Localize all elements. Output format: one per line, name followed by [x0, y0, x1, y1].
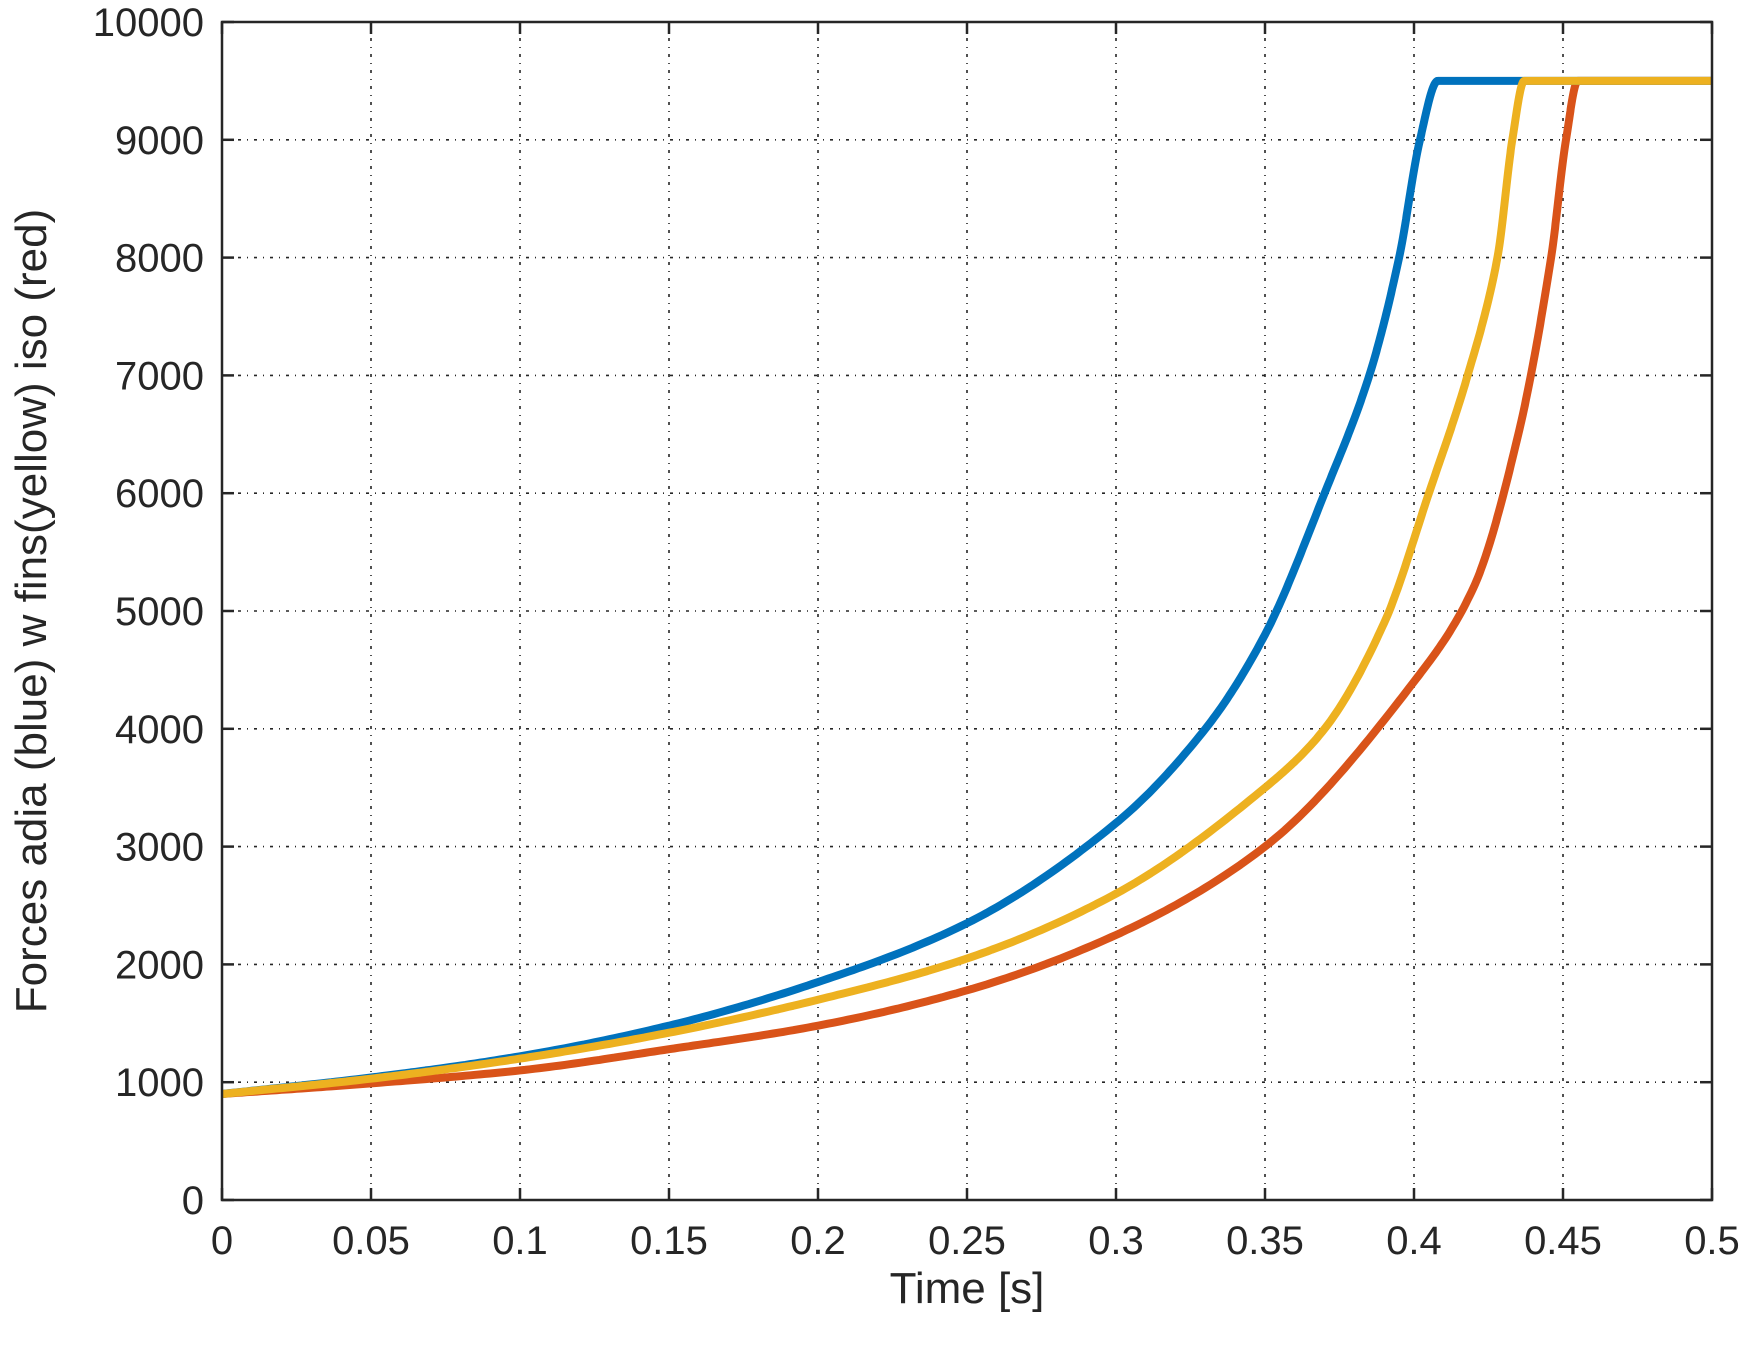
series-layer	[221, 76, 1712, 1098]
y-tick-label: 8000	[115, 237, 204, 281]
x-tick-label: 0.25	[928, 1219, 1006, 1263]
y-tick-label: 4000	[115, 708, 204, 752]
grid	[222, 22, 1712, 1200]
y-tick-label: 0	[182, 1179, 204, 1223]
y-tick-label: 2000	[115, 943, 204, 987]
y-tick-labels: 0 1000 2000 3000 4000 5000 6000 7000 8000 9000 100…	[93, 1, 204, 1223]
y-tick-label: 6000	[115, 472, 204, 516]
x-axis-label: Time [s]	[890, 1264, 1045, 1313]
x-tick-label: 0.5	[1684, 1219, 1740, 1263]
x-tick-label: 0.05	[332, 1219, 410, 1263]
y-axis-label: Forces adia (blue) w fins(yellow) iso (r…	[7, 209, 56, 1013]
x-tick-label: 0.2	[790, 1219, 846, 1263]
x-tick-label: 0.4	[1386, 1219, 1442, 1263]
x-tick-label: 0	[211, 1219, 233, 1263]
y-tick-label: 1000	[115, 1061, 204, 1105]
y-tick-label: 5000	[115, 590, 204, 634]
series-line-1	[221, 76, 1712, 1098]
y-tick-label: 10000	[93, 1, 204, 45]
x-tick-label: 0.15	[630, 1219, 708, 1263]
x-tick-label: 0.45	[1524, 1219, 1602, 1263]
x-tick-label: 0.3	[1088, 1219, 1144, 1263]
y-tick-label: 9000	[115, 119, 204, 163]
x-tick-label: 0.35	[1226, 1219, 1304, 1263]
y-tick-label: 7000	[115, 354, 204, 398]
y-tick-label: 3000	[115, 826, 204, 870]
series-line-2	[221, 76, 1712, 1098]
x-tick-label: 0.1	[492, 1219, 548, 1263]
ticks	[220, 20, 1714, 1202]
x-tick-labels: 0 0.05 0.1 0.15 0.2 0.25 0.3 0.35 0.4 0.45 0.5	[211, 1219, 1740, 1263]
